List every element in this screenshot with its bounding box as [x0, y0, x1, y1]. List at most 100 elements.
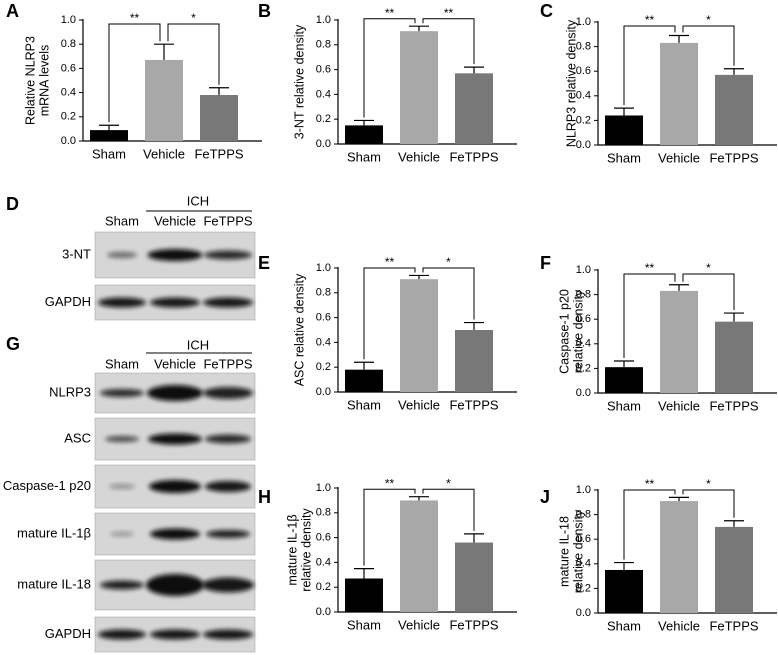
- blot-band: [205, 434, 251, 444]
- x-tick-label: Vehicle: [398, 617, 440, 632]
- bar: [715, 321, 753, 393]
- row-label: NLRP3: [49, 384, 91, 399]
- y-tick-label: 0.0: [576, 607, 591, 619]
- blot-band: [206, 530, 250, 538]
- significance-bracket: [363, 267, 416, 360]
- y-tick-label: 0.0: [316, 386, 331, 398]
- significance-label: *: [706, 13, 711, 27]
- y-axis-label: ASC relative density: [292, 273, 306, 386]
- y-tick-label: 0.6: [576, 65, 591, 77]
- row-label: GAPDH: [45, 294, 91, 309]
- y-tick-label: 1.0: [576, 16, 591, 28]
- significance-bracket: [363, 488, 416, 566]
- y-tick-label: 0.6: [576, 533, 591, 545]
- bar: [715, 74, 753, 145]
- y-tick-label: 0.0: [576, 139, 591, 151]
- bar: [145, 59, 183, 141]
- y-tick-label: 0.2: [316, 113, 331, 125]
- significance-bracket: [108, 23, 161, 123]
- blot-band: [110, 531, 134, 537]
- error-bar: [669, 496, 689, 502]
- y-tick-label: 0.8: [316, 39, 331, 51]
- y-tick-label: 1.0: [316, 482, 331, 494]
- error-bar: [409, 496, 429, 501]
- blot-band: [100, 580, 144, 590]
- y-axis-label: relative density: [571, 289, 585, 373]
- row-label: 3-NT: [62, 246, 91, 261]
- x-tick-label: Sham: [607, 150, 641, 165]
- error-bar: [209, 87, 229, 96]
- panel-label: C: [540, 1, 553, 21]
- bar: [345, 125, 383, 144]
- x-tick-label: Sham: [607, 398, 641, 413]
- blot-band: [203, 297, 253, 308]
- bar: [455, 330, 493, 392]
- significance-label: **: [385, 476, 395, 490]
- y-tick-label: 0.2: [576, 582, 591, 594]
- x-tick-label: Vehicle: [398, 149, 440, 164]
- lane-label: Vehicle: [154, 356, 196, 371]
- y-tick-label: 0.2: [576, 114, 591, 126]
- significance-label: *: [446, 476, 451, 490]
- blot-band: [205, 481, 251, 492]
- y-tick-label: 0.4: [576, 90, 591, 102]
- lane-label: Sham: [105, 356, 139, 371]
- x-tick-label: Sham: [92, 146, 126, 161]
- x-tick-label: Sham: [347, 149, 381, 164]
- y-tick-label: 0.0: [576, 387, 591, 399]
- x-tick-label: FeTPPS: [709, 150, 758, 165]
- error-bar: [354, 361, 374, 370]
- significance-bracket: [422, 18, 475, 65]
- error-bar: [724, 520, 744, 527]
- y-tick-label: 0.4: [316, 336, 331, 348]
- y-tick-label: 1.0: [61, 14, 76, 26]
- y-tick-label: 0.8: [576, 509, 591, 521]
- significance-bracket: [422, 488, 475, 531]
- blot-band: [105, 436, 139, 442]
- panel-label: J: [540, 487, 550, 507]
- bar: [605, 367, 643, 393]
- blot-band: [147, 385, 203, 401]
- y-tick-label: 0.4: [61, 87, 76, 99]
- error-bar: [99, 124, 119, 131]
- y-tick-label: 1.0: [316, 262, 331, 274]
- error-bar: [614, 360, 634, 368]
- y-tick-label: 0.4: [316, 88, 331, 100]
- y-tick-label: 0.2: [316, 581, 331, 593]
- y-tick-label: 0.0: [316, 138, 331, 150]
- blot-band: [203, 387, 253, 399]
- y-axis-label: relative density: [299, 508, 313, 592]
- bar: [400, 500, 438, 612]
- bar: [90, 130, 128, 141]
- bar: [660, 290, 698, 393]
- x-tick-label: Sham: [347, 397, 381, 412]
- significance-bracket: [682, 25, 735, 66]
- significance-label: **: [645, 477, 655, 491]
- error-bar: [464, 321, 484, 330]
- significance-bracket: [623, 489, 676, 560]
- y-axis-label: NLRP3 relative density: [564, 19, 578, 147]
- panel-label: G: [6, 334, 20, 354]
- y-axis-label: mature IL-18: [557, 516, 571, 587]
- blot-band: [98, 629, 146, 640]
- x-tick-label: FeTPPS: [449, 149, 498, 164]
- y-tick-label: 0.2: [576, 362, 591, 374]
- error-bar: [154, 43, 174, 60]
- x-tick-label: FeTPPS: [449, 397, 498, 412]
- error-bar: [724, 312, 744, 322]
- significance-label: **: [130, 11, 140, 25]
- group-label: ICH: [187, 337, 209, 352]
- error-bar: [409, 25, 429, 32]
- panel-label: F: [540, 253, 551, 273]
- significance-label: *: [446, 255, 451, 269]
- y-tick-label: 0.2: [61, 111, 76, 123]
- bar: [400, 31, 438, 144]
- y-axis-label: mature IL-1β: [285, 514, 299, 585]
- lane-label: Sham: [105, 213, 139, 228]
- error-bar: [464, 66, 484, 74]
- blot-band: [150, 528, 200, 540]
- y-tick-label: 0.6: [576, 313, 591, 325]
- blot-band: [203, 629, 253, 640]
- x-tick-label: Vehicle: [658, 618, 700, 633]
- blot-band: [202, 577, 254, 593]
